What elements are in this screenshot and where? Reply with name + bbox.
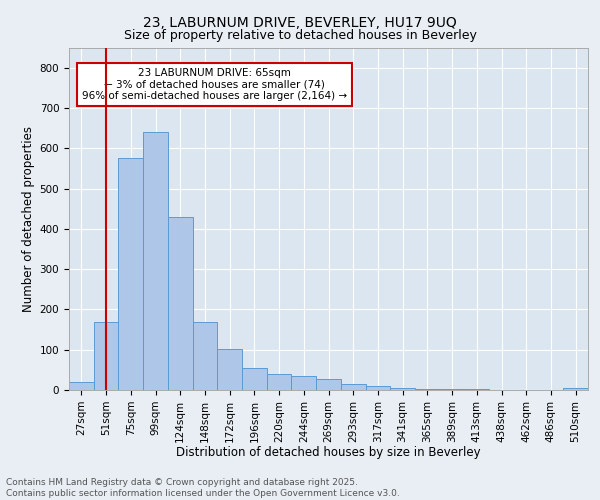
Bar [415,389,440,390]
Bar [390,388,415,390]
Bar [267,374,292,390]
Bar [193,322,217,390]
Bar [143,132,168,390]
Bar [118,158,143,390]
Text: Size of property relative to detached houses in Beverley: Size of property relative to detached ho… [124,29,476,42]
Bar [341,384,365,390]
Bar [94,322,118,390]
Bar [464,389,489,390]
Bar [217,349,242,390]
Y-axis label: Number of detached properties: Number of detached properties [22,126,35,312]
Bar [365,386,390,390]
Bar [168,216,193,390]
Bar [316,378,341,390]
Text: 23 LABURNUM DRIVE: 65sqm
← 3% of detached houses are smaller (74)
96% of semi-de: 23 LABURNUM DRIVE: 65sqm ← 3% of detache… [82,68,347,101]
Bar [563,388,588,390]
Bar [440,389,464,390]
Bar [242,368,267,390]
Bar [69,382,94,390]
Text: Contains HM Land Registry data © Crown copyright and database right 2025.
Contai: Contains HM Land Registry data © Crown c… [6,478,400,498]
Text: 23, LABURNUM DRIVE, BEVERLEY, HU17 9UQ: 23, LABURNUM DRIVE, BEVERLEY, HU17 9UQ [143,16,457,30]
Bar [292,376,316,390]
X-axis label: Distribution of detached houses by size in Beverley: Distribution of detached houses by size … [176,446,481,459]
